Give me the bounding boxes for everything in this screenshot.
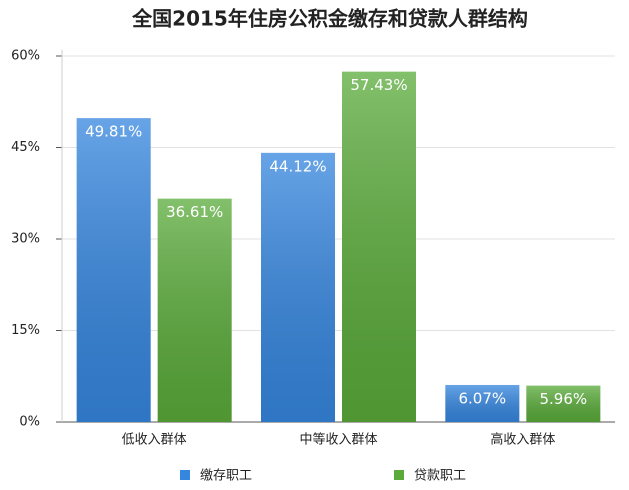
legend-swatch	[180, 470, 190, 480]
legend-label: 贷款职工	[414, 469, 466, 484]
value-label: 44.12%	[269, 157, 326, 175]
y-tick-label: 45%	[11, 140, 40, 155]
value-label: 6.07%	[459, 389, 507, 407]
y-tick-label: 15%	[11, 323, 40, 338]
legend-label: 缴存职工	[200, 469, 252, 484]
legend-swatch	[394, 470, 404, 480]
x-tick-label: 中等收入群体	[299, 432, 377, 448]
chart-title: 全国2015年住房公积金缴存和贷款人群结构	[131, 7, 528, 31]
bar-shade	[526, 385, 601, 422]
bar-shade	[342, 71, 416, 422]
bar-shade	[157, 198, 232, 422]
x-tick-label: 低收入群体	[122, 433, 187, 448]
value-label: 36.61%	[166, 203, 223, 221]
y-tick-label: 30%	[11, 232, 40, 247]
x-tick-label: 高收入群体	[490, 432, 555, 448]
value-label: 5.96%	[540, 390, 588, 408]
bar-shade	[261, 152, 335, 423]
value-label: 49.81%	[85, 123, 142, 141]
y-tick-label: 0%	[19, 415, 40, 430]
bar-shade	[76, 118, 151, 422]
y-tick-label: 60%	[11, 49, 40, 64]
bar-shade	[445, 384, 520, 422]
value-label: 57.43%	[350, 76, 407, 94]
